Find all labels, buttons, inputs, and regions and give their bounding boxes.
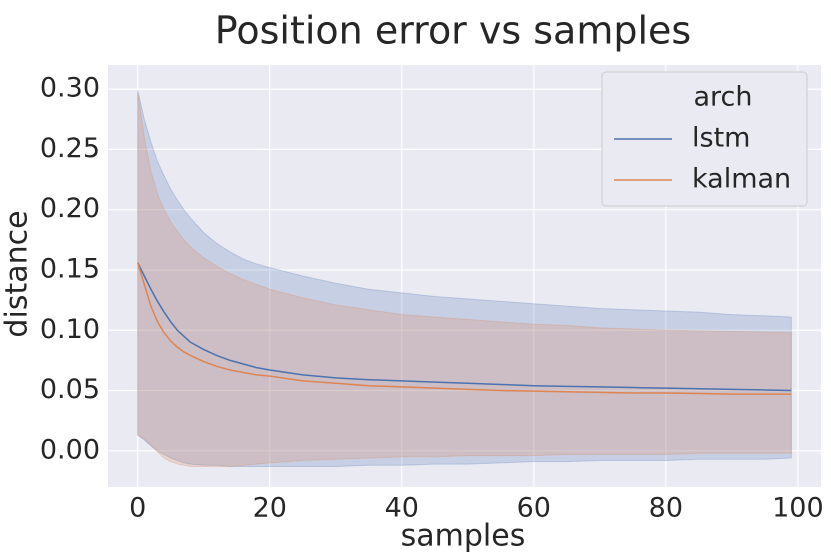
x-tick-label-5: 100 <box>772 493 824 524</box>
y-tick-label-4: 0.20 <box>40 193 100 224</box>
x-tick-label-0: 0 <box>129 493 146 524</box>
x-tick-labels: 0 20 40 60 80 100 <box>129 493 824 524</box>
x-tick-label-3: 60 <box>517 493 551 524</box>
band-layer <box>137 90 792 467</box>
y-tick-label-1: 0.05 <box>40 374 100 405</box>
legend-label-kalman: kalman <box>692 164 791 195</box>
legend: arch lstm kalman <box>601 71 808 207</box>
y-tick-label-2: 0.10 <box>40 314 100 345</box>
y-tick-label-3: 0.15 <box>40 253 100 284</box>
x-axis-label: samples <box>401 519 526 554</box>
legend-label-lstm: lstm <box>692 123 750 154</box>
x-tick-label-1: 20 <box>253 493 287 524</box>
legend-title: arch <box>693 82 752 113</box>
y-tick-label-0: 0.00 <box>40 434 100 465</box>
band-kalman <box>137 91 792 467</box>
line-layer <box>136 262 792 395</box>
y-tick-label-6: 0.30 <box>40 73 100 104</box>
chart-title: Position error vs samples <box>215 9 691 53</box>
x-tick-label-2: 40 <box>385 493 419 524</box>
band-lstm <box>137 90 792 467</box>
grid-layer <box>108 65 821 487</box>
line-lstm <box>137 262 792 392</box>
y-tick-label-5: 0.25 <box>40 133 100 164</box>
y-axis-label: distance <box>0 210 35 337</box>
x-tick-label-4: 80 <box>649 493 683 524</box>
y-tick-labels: 0.00 0.05 0.10 0.15 0.20 0.25 0.30 <box>40 73 100 466</box>
line-kalman <box>136 262 792 395</box>
legend-box <box>601 71 808 207</box>
